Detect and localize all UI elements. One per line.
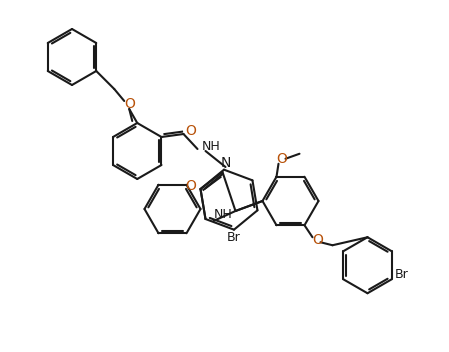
Text: O: O bbox=[276, 152, 287, 166]
Text: N: N bbox=[220, 156, 231, 170]
Text: O: O bbox=[312, 233, 323, 247]
Text: NH: NH bbox=[213, 207, 232, 220]
Text: O: O bbox=[124, 97, 135, 111]
Text: NH: NH bbox=[202, 140, 220, 153]
Text: Br: Br bbox=[395, 268, 409, 281]
Text: O: O bbox=[185, 179, 196, 193]
Text: O: O bbox=[185, 124, 196, 138]
Text: Br: Br bbox=[227, 231, 241, 244]
